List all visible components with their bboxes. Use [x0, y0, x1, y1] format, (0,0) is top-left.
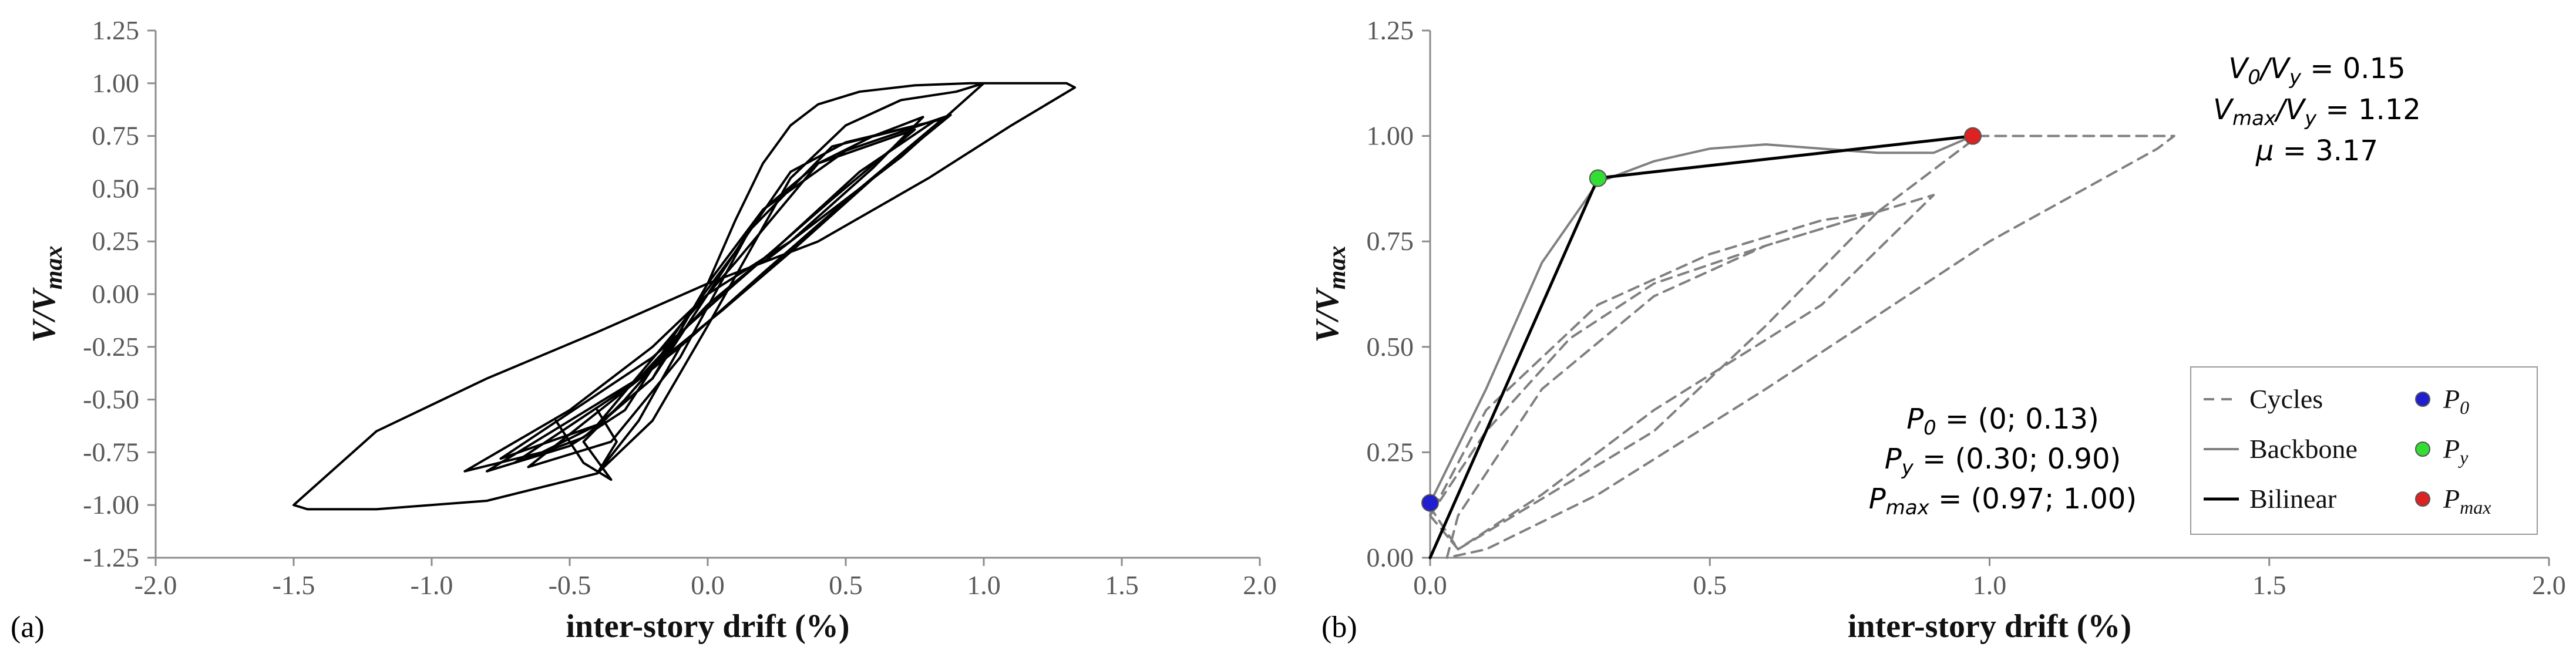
y-tick-label: -1.00 — [83, 490, 139, 520]
legend-label-main: P — [2443, 434, 2460, 464]
x-tick-label: 2.0 — [2532, 570, 2566, 600]
ratio-annotation: Vmax/Vy = 1.12 — [2213, 93, 2421, 130]
point-p-0 — [1421, 494, 1439, 512]
series-line-hysteresis-loop-8-largest- — [292, 82, 1077, 511]
ratio-value: = 1.12 — [2316, 93, 2421, 126]
y-tick-label: 1.25 — [1367, 15, 1414, 45]
x-tick-label: 0.5 — [829, 570, 863, 600]
legend-label-cycles: Cycles — [2249, 384, 2323, 414]
point-annotation: Pmax = (0.97; 1.00) — [1869, 483, 2137, 520]
legend-label-sub: max — [2460, 497, 2491, 518]
y-tick-label: 1.00 — [1367, 121, 1414, 151]
y-tick-label: 0.00 — [92, 279, 140, 309]
chart-panel-a: 1.25 1.00 0.75 0.50 0.25 0.00 -0.25 -0.50 -0.75 -… — [11, 15, 1277, 645]
legend-label-p-max: Pmax — [2443, 484, 2491, 518]
ratio-sub: 0 — [2248, 66, 2261, 89]
ratio-annotation: μ = 3.17 — [2255, 134, 2378, 167]
x-tick-label: -0.5 — [549, 570, 591, 600]
ratio-value: = 0.15 — [2301, 52, 2406, 85]
y-axis-title-main: V/V — [26, 287, 62, 343]
series-line-cycles — [1429, 134, 2175, 559]
legend-label-p-y: Py — [2443, 434, 2469, 468]
y-axis-title: V/Vmax — [26, 246, 68, 343]
legend-label-sub: 0 — [2460, 397, 2469, 418]
point-annotation-main: P — [1906, 403, 1923, 436]
ratio-sub: max — [2232, 107, 2276, 130]
y-axis-title-main: V/V — [1309, 287, 1346, 343]
point-annotation-value: = (0; 0.13) — [1936, 403, 2099, 436]
legend-label-sub: y — [2458, 447, 2469, 468]
ratio-main: V — [2228, 52, 2249, 85]
legend-marker-p-0 — [2415, 392, 2430, 407]
y-tick-label: 0.75 — [1367, 226, 1414, 256]
y-tick-label: 0.75 — [92, 121, 140, 151]
point-annotation-sub: max — [1886, 496, 1930, 520]
x-tick-label: 2.0 — [1243, 570, 1277, 600]
legend-marker-p-y — [2415, 441, 2430, 457]
point-annotation: P0 = (0; 0.13) — [1906, 403, 2099, 440]
y-tick-label: 1.00 — [92, 68, 140, 98]
x-tick-label: -2.0 — [134, 570, 177, 600]
legend-label-bilinear: Bilinear — [2249, 484, 2336, 514]
y-tick-label: -0.25 — [83, 332, 139, 362]
ratio-main: V — [2213, 93, 2234, 126]
y-tick-label: -1.25 — [83, 542, 139, 572]
point-annotation-value: = (0.97; 1.00) — [1929, 483, 2137, 515]
y-tick-label: 0.25 — [1367, 437, 1414, 467]
point-annotation-main: P — [1885, 443, 1902, 476]
series-line-hysteresis-loop-7 — [527, 117, 944, 468]
legend-box — [2190, 366, 2538, 535]
series-line-hysteresis-loop-5 — [554, 293, 709, 481]
y-axis-title-sub: max — [41, 246, 68, 290]
y-tick-label: -0.75 — [83, 437, 139, 467]
y-tick-label: 0.25 — [92, 226, 140, 256]
y-tick-label: 0.00 — [1367, 542, 1414, 572]
x-axis-title: inter-story drift (%) — [1848, 608, 2131, 645]
legend-label-p-0: P0 — [2443, 384, 2469, 418]
point-annotation: Py = (0.30; 0.90) — [1885, 443, 2121, 480]
series-line-hysteresis-loop-4 — [499, 128, 916, 460]
x-axis-title: inter-story drift (%) — [566, 608, 849, 645]
legend-label-backbone: Backbone — [2249, 434, 2358, 464]
legend-label-main: P — [2443, 384, 2460, 414]
x-tick-label: 0.5 — [1693, 570, 1727, 600]
panel-label: (b) — [1321, 611, 1357, 644]
ratio-sub2: y — [2304, 107, 2317, 130]
x-tick-label: 1.5 — [2252, 570, 2286, 600]
ratio-mid: /V — [2274, 93, 2306, 126]
y-axis-title: V/Vmax — [1309, 246, 1351, 343]
x-tick-label: 0.0 — [691, 570, 725, 600]
ratio-annotation: V0/Vy = 0.15 — [2228, 52, 2405, 89]
series-line-bilinear — [1428, 134, 1975, 559]
y-tick-label: 0.50 — [1367, 332, 1414, 362]
y-tick-label: 1.25 — [92, 15, 140, 45]
series-line-hysteresis-loop-1 — [463, 116, 924, 473]
ratio-sub2: y — [2289, 66, 2302, 89]
point-annotation-sub: y — [1901, 456, 1914, 480]
ratio-value: = 3.17 — [2274, 134, 2378, 167]
point-annotation-sub: 0 — [1923, 416, 1936, 440]
x-tick-label: 0.0 — [1413, 570, 1447, 600]
ratio-mid: /V — [2258, 52, 2291, 85]
y-tick-label: 0.50 — [92, 173, 140, 203]
legend-label-main: P — [2443, 484, 2460, 514]
y-tick-label: -0.50 — [83, 385, 139, 414]
legend-marker-p-max — [2415, 491, 2430, 507]
point-annotation-main: P — [1869, 483, 1886, 515]
point-p-max — [1963, 127, 1982, 145]
x-tick-label: 1.0 — [1973, 570, 2007, 600]
series-line-backbone — [1429, 134, 1974, 504]
panel-label: (a) — [11, 611, 45, 644]
ratio-main: μ — [2255, 134, 2274, 167]
x-tick-label: -1.0 — [411, 570, 453, 600]
x-tick-label: -1.5 — [273, 570, 315, 600]
x-tick-label: 1.0 — [967, 570, 1001, 600]
chart-panel-b: 1.25 1.00 0.75 0.50 0.25 0.000.0 0.5 1.0 1.5 2.0 i… — [1309, 15, 2566, 645]
y-axis-title-sub: max — [1324, 246, 1351, 290]
point-p-y — [1589, 169, 1607, 187]
point-annotation-value: = (0.30; 0.90) — [1913, 443, 2121, 476]
x-tick-label: 1.5 — [1105, 570, 1139, 600]
